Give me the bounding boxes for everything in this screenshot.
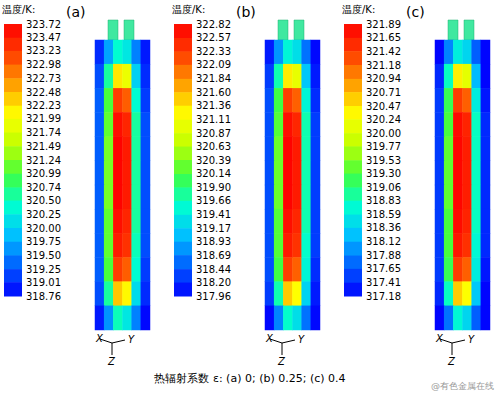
svg-text:热辐射系数 ε: (a) 0; (b) 0.25; (c): 热辐射系数 ε: (a) 0; (b) 0.25; (c) 0.4 [154, 372, 345, 385]
svg-text:321.18: 321.18 [366, 60, 401, 71]
svg-text:X: X [265, 333, 274, 344]
svg-text:321.24: 321.24 [26, 155, 61, 166]
svg-text:322.73: 322.73 [26, 73, 61, 84]
svg-text:321.84: 321.84 [196, 73, 231, 84]
svg-text:319.90: 319.90 [196, 182, 231, 193]
svg-text:321.11: 321.11 [196, 114, 231, 125]
svg-text:温度/K:: 温度/K: [342, 4, 375, 15]
svg-text:321.89: 321.89 [366, 19, 401, 30]
svg-text:320.63: 320.63 [196, 141, 231, 152]
svg-text:322.98: 322.98 [26, 59, 61, 70]
svg-text:Z: Z [107, 356, 116, 367]
svg-text:Y: Y [298, 334, 305, 345]
svg-text:319.75: 319.75 [26, 236, 61, 247]
svg-text:319.01: 319.01 [26, 277, 61, 288]
svg-text:320.50: 320.50 [26, 195, 61, 206]
svg-text:317.96: 317.96 [196, 291, 231, 302]
svg-text:318.93: 318.93 [196, 236, 231, 247]
svg-text:322.48: 322.48 [26, 87, 61, 98]
svg-text:320.87: 320.87 [196, 128, 231, 139]
svg-text:323.47: 323.47 [26, 32, 61, 43]
svg-text:318.69: 318.69 [196, 250, 231, 261]
svg-text:@有色金属在线: @有色金属在线 [431, 381, 494, 391]
svg-text:320.00: 320.00 [26, 223, 61, 234]
svg-text:319.66: 319.66 [196, 195, 231, 206]
svg-text:温度/K:: 温度/K: [2, 4, 35, 15]
svg-text:319.77: 319.77 [366, 141, 401, 152]
svg-text:317.88: 317.88 [366, 250, 401, 261]
svg-text:319.30: 319.30 [366, 168, 401, 179]
svg-text:319.06: 319.06 [366, 182, 401, 193]
svg-text:318.76: 318.76 [26, 291, 61, 302]
svg-text:321.60: 321.60 [196, 87, 231, 98]
svg-text:318.20: 318.20 [196, 277, 231, 288]
svg-text:321.36: 321.36 [196, 100, 231, 111]
svg-text:317.41: 317.41 [366, 277, 401, 288]
svg-text:319.25: 319.25 [26, 264, 61, 275]
svg-text:320.00: 320.00 [366, 128, 401, 139]
svg-text:322.33: 322.33 [196, 46, 231, 57]
svg-text:319.53: 319.53 [366, 155, 401, 166]
svg-text:320.74: 320.74 [26, 182, 61, 193]
svg-text:320.24: 320.24 [366, 114, 401, 125]
svg-text:323.23: 323.23 [26, 45, 61, 56]
svg-text:322.57: 322.57 [196, 32, 231, 43]
svg-text:320.47: 320.47 [366, 101, 401, 112]
svg-text:(a): (a) [66, 4, 86, 20]
svg-text:321.42: 321.42 [366, 46, 401, 57]
svg-text:319.50: 319.50 [26, 250, 61, 261]
svg-text:322.09: 322.09 [196, 59, 231, 70]
svg-text:320.71: 320.71 [366, 87, 401, 98]
svg-text:320.39: 320.39 [196, 155, 231, 166]
svg-text:321.65: 321.65 [366, 32, 401, 43]
svg-text:321.49: 321.49 [26, 141, 61, 152]
svg-text:318.36: 318.36 [366, 222, 401, 233]
svg-text:319.41: 319.41 [196, 209, 231, 220]
svg-text:320.14: 320.14 [196, 168, 231, 179]
svg-text:318.83: 318.83 [366, 195, 401, 206]
svg-text:317.65: 317.65 [366, 263, 401, 274]
svg-text:322.82: 322.82 [196, 19, 231, 30]
svg-text:320.94: 320.94 [366, 73, 401, 84]
svg-text:X: X [435, 333, 444, 344]
svg-text:318.59: 318.59 [366, 209, 401, 220]
svg-text:318.44: 318.44 [196, 264, 231, 275]
svg-text:Y: Y [128, 334, 135, 345]
svg-text:320.25: 320.25 [26, 209, 61, 220]
svg-text:X: X [95, 333, 104, 344]
svg-text:320.99: 320.99 [26, 168, 61, 179]
svg-text:318.12: 318.12 [366, 236, 401, 247]
svg-text:Z: Z [447, 356, 456, 367]
svg-text:319.17: 319.17 [196, 223, 231, 234]
svg-text:323.72: 323.72 [26, 19, 61, 30]
svg-text:Z: Z [277, 356, 286, 367]
svg-text:321.99: 321.99 [26, 113, 61, 124]
svg-text:温度/K:: 温度/K: [172, 4, 205, 15]
svg-text:322.23: 322.23 [26, 100, 61, 111]
svg-text:(b): (b) [236, 4, 256, 20]
svg-text:317.18: 317.18 [366, 291, 401, 302]
svg-text:(c): (c) [406, 4, 425, 20]
svg-text:321.74: 321.74 [26, 127, 61, 138]
svg-text:Y: Y [468, 334, 475, 345]
